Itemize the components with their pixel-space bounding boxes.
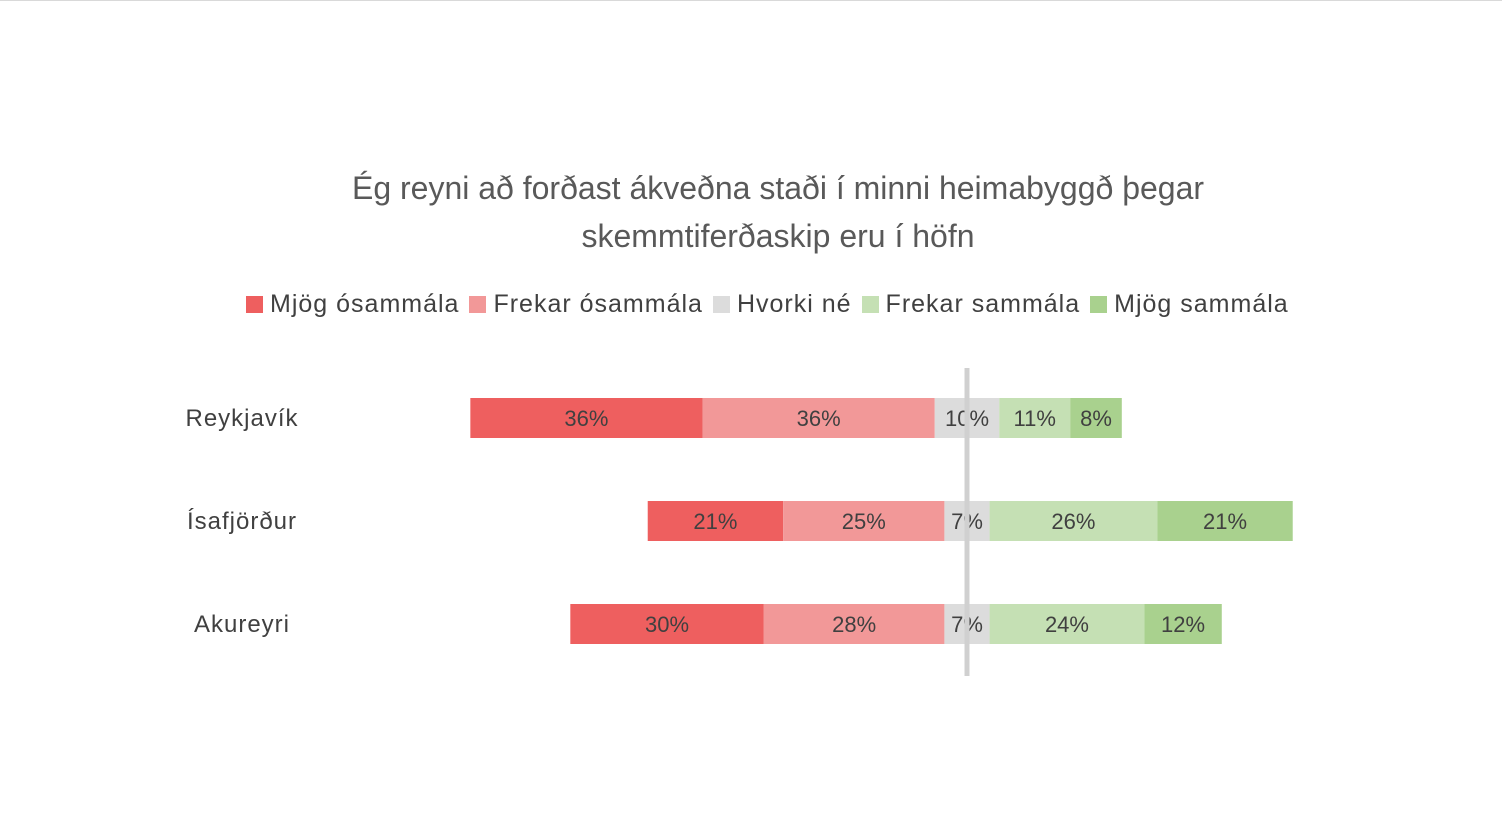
legend-swatch xyxy=(712,295,730,313)
legend-swatch xyxy=(1090,295,1108,313)
legend-label: Hvorki né xyxy=(736,289,852,318)
bar-segment xyxy=(647,501,784,541)
top-border xyxy=(0,0,1502,1)
data-label: 12% xyxy=(1161,612,1205,637)
category-label: Reykjavík xyxy=(185,405,298,432)
bar-segment xyxy=(989,501,1158,541)
data-label: 11% xyxy=(1014,406,1056,431)
category-label: Ísafjörður xyxy=(187,508,297,535)
legend-label: Frekar ósammála xyxy=(493,289,703,318)
chart-title: Ég reyni að forðast ákveðna staði í minn… xyxy=(0,164,1502,260)
legend-item-frekar-sammala: Frekar sammála xyxy=(861,289,1081,319)
bar-segment xyxy=(1144,604,1222,644)
bar-segment xyxy=(989,604,1145,644)
chart-legend: Mjög ósammála Frekar ósammála Hvorki né … xyxy=(246,288,1299,320)
data-label: 25% xyxy=(842,509,886,534)
data-label: 26% xyxy=(1051,509,1095,534)
chart-title-line-1: Ég reyni að forðast ákveðna staði í minn… xyxy=(351,170,1205,206)
legend-label: Mjög ósammála xyxy=(270,289,460,318)
data-label: 36% xyxy=(564,406,608,431)
legend-label: Mjög sammála xyxy=(1114,289,1289,318)
bar-segment xyxy=(1070,398,1122,438)
legend-swatch xyxy=(861,295,879,313)
legend-item-hvorki-ne: Hvorki né xyxy=(712,289,852,319)
legend-swatch xyxy=(469,295,487,313)
legend-item-mjog-osammala: Mjög ósammála xyxy=(246,290,459,319)
legend-item-frekar-osammala: Frekar ósammála xyxy=(469,290,703,319)
data-label: 30% xyxy=(645,612,689,637)
legend-label: Frekar sammála xyxy=(885,289,1081,318)
bar-segment xyxy=(470,398,703,438)
category-label: Akureyri xyxy=(194,611,290,638)
data-label: 36% xyxy=(797,406,841,431)
bar-segment xyxy=(999,398,1071,438)
bar-segment xyxy=(1157,501,1293,541)
bar-segment xyxy=(763,604,945,644)
legend-item-mjog-sammala: Mjög sammála xyxy=(1090,290,1289,319)
chart-title-line-2: skemmtiferðaskip eru í höfn xyxy=(581,218,975,254)
legend-swatch xyxy=(246,295,263,313)
bar-segment xyxy=(570,604,764,644)
bar-segment xyxy=(702,398,935,438)
data-label: 21% xyxy=(1203,509,1247,534)
data-label: 21% xyxy=(693,509,737,534)
bar-segment xyxy=(783,501,945,541)
data-label: 8% xyxy=(1080,406,1112,431)
data-label: 24% xyxy=(1045,612,1089,637)
data-label: 28% xyxy=(832,612,876,637)
